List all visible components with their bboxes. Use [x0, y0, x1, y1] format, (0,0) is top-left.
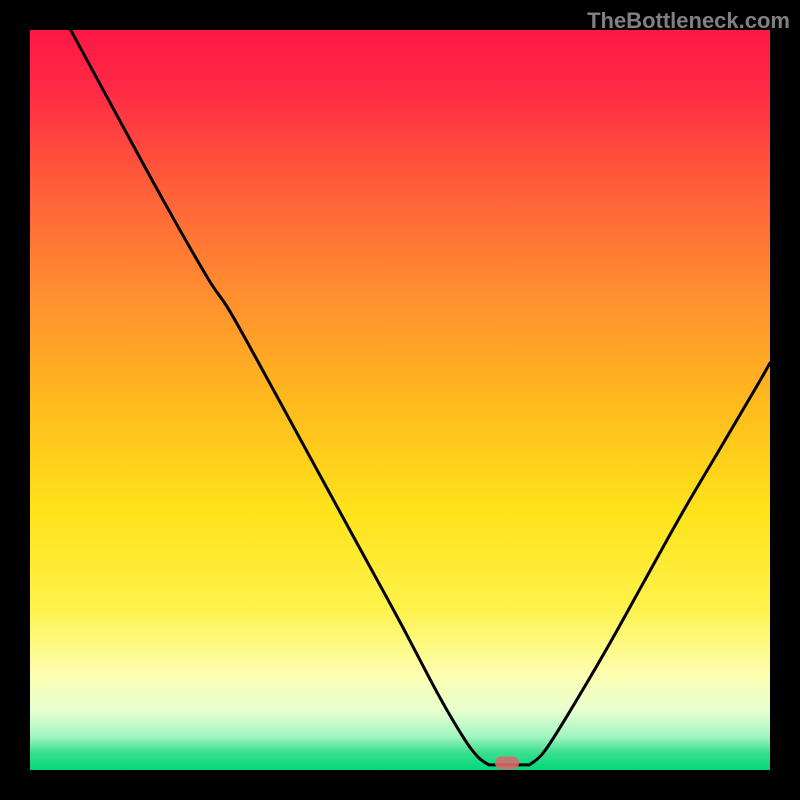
bottleneck-curve: [71, 30, 770, 765]
optimum-marker: [495, 757, 519, 770]
chart-container: TheBottleneck.com: [0, 0, 800, 800]
plot-area: [30, 30, 770, 770]
curve-layer: [30, 30, 770, 770]
watermark-text: TheBottleneck.com: [587, 8, 790, 34]
